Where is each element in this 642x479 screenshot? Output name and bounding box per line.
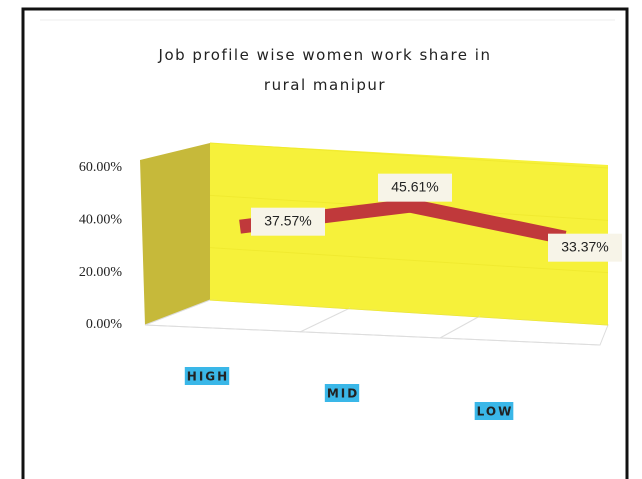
grid-line	[209, 299, 609, 326]
floor-divider	[439, 315, 481, 339]
x-tick-label: HIGH	[187, 370, 229, 384]
category-label-bg	[184, 367, 230, 385]
floor-divider	[299, 307, 351, 333]
y-tick-label: 20.00%	[79, 265, 123, 280]
floor-edge	[144, 324, 601, 346]
side-wall	[140, 143, 210, 325]
grid-line	[209, 247, 609, 274]
back-wall	[210, 143, 608, 325]
value-label-box	[548, 233, 622, 262]
value-label: 33.37%	[561, 238, 608, 254]
y-tick-label: 0.00%	[86, 317, 123, 332]
y-tick-label: 60.00%	[79, 160, 123, 175]
grid-line	[209, 142, 609, 169]
category-label-bg	[474, 402, 514, 420]
value-label: 45.61%	[391, 178, 438, 194]
x-tick-label: MID	[327, 387, 359, 401]
value-label: 37.57%	[264, 212, 311, 228]
x-tick-label: LOW	[477, 405, 514, 419]
chart-title: Job profile wise women work share in rura…	[158, 46, 492, 94]
category-label-bg	[324, 384, 360, 402]
y-tick-label: 40.00%	[79, 213, 123, 228]
value-label-box	[251, 207, 325, 236]
value-label-box	[378, 173, 452, 202]
